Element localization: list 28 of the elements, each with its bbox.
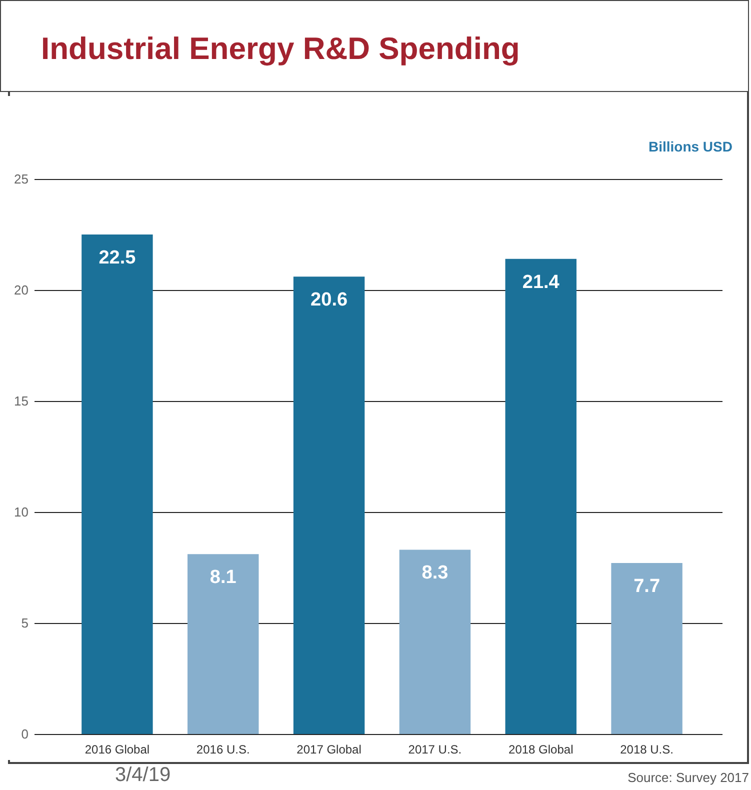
y-tick-label: 0 — [21, 726, 28, 742]
x-tick-label: 2016 Global — [84, 742, 150, 756]
bar — [399, 550, 471, 734]
x-tick-label: 2016 U.S. — [196, 742, 250, 756]
x-tick-label: 2017 U.S. — [408, 742, 462, 756]
y-tick-label: 25 — [14, 172, 28, 186]
bar — [505, 258, 576, 734]
bar — [293, 276, 365, 734]
data-label: 8.1 — [210, 567, 237, 588]
y-tick-label: 10 — [14, 504, 28, 520]
bar — [82, 234, 153, 734]
x-tick-label: 2017 Global — [296, 742, 362, 756]
bar — [188, 554, 259, 734]
data-label: 8.3 — [422, 562, 448, 584]
chart-title: Industrial Energy R&D Spending — [41, 31, 520, 67]
bar — [611, 563, 682, 734]
x-tick-label: 2018 Global — [508, 742, 574, 756]
y-axis-title: Billions USD — [648, 138, 732, 154]
source-note: Source: Survey 2017 — [628, 770, 749, 785]
data-label: 20.6 — [310, 290, 348, 311]
data-label: 22.5 — [98, 248, 136, 268]
data-label: 21.4 — [522, 272, 560, 293]
y-tick-label: 5 — [21, 616, 28, 630]
text: 3/4/19 — [115, 764, 171, 787]
x-tick-label: 2018 U.S. — [620, 742, 674, 756]
y-tick-label: 15 — [14, 394, 28, 408]
y-tick-label: 20 — [14, 282, 28, 298]
data-label: 7.7 — [634, 576, 660, 598]
